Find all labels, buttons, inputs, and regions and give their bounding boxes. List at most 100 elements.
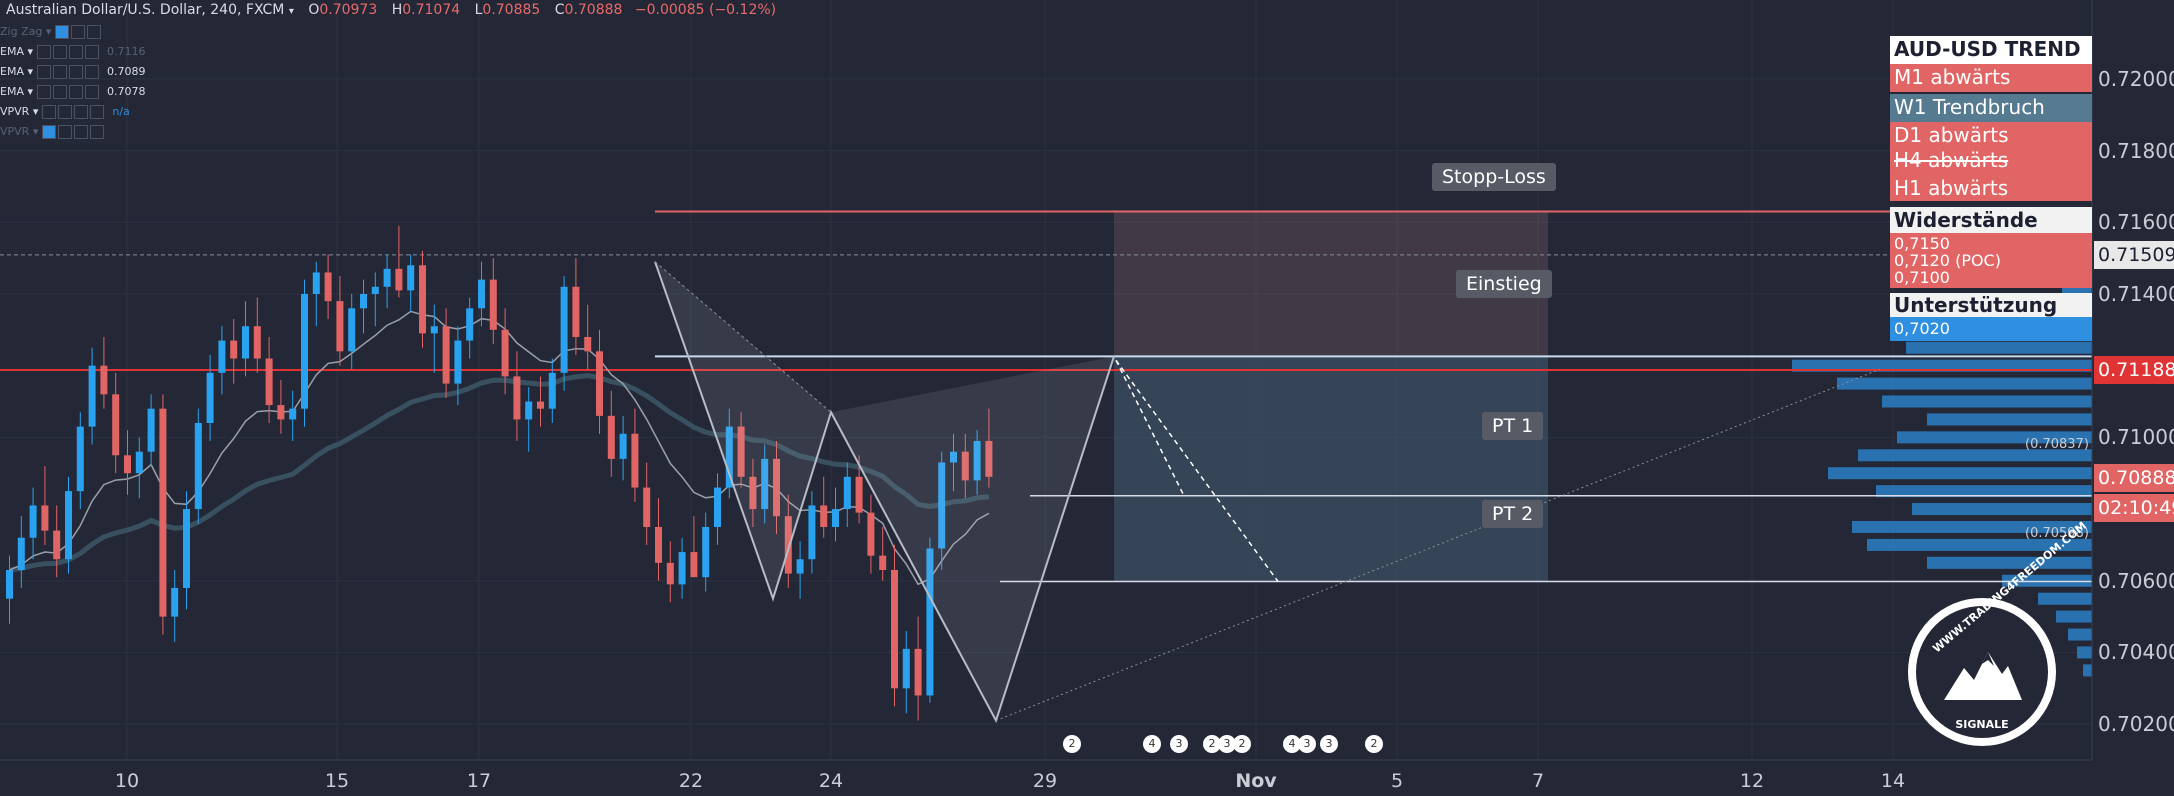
event-badge[interactable]: 2 (1365, 735, 1383, 753)
candle (466, 297, 474, 359)
candle (242, 301, 249, 377)
indicator-value: n/a (112, 105, 130, 118)
candle (584, 304, 592, 370)
volume-profile-bar (1858, 449, 2092, 462)
resistance-level: 0,7120 (POC) (1894, 251, 2001, 270)
candle (478, 261, 485, 327)
indicator-row[interactable]: VPVR ▾ (0, 124, 106, 140)
support-title: Unterstützung (1890, 293, 2092, 317)
event-badge[interactable]: 2 (1203, 735, 1221, 753)
indicator-row[interactable]: EMA ▾ 0.7089 (0, 65, 146, 79)
event-badge[interactable]: 3 (1218, 735, 1236, 753)
candle (395, 225, 403, 298)
event-badge[interactable]: 3 (1298, 735, 1316, 753)
candle (560, 276, 568, 391)
candle (489, 258, 497, 345)
pattern-triangle (831, 356, 1114, 721)
candle (324, 254, 332, 320)
pattern-triangle (655, 261, 831, 599)
event-badge[interactable]: 2 (1063, 735, 1081, 753)
candle (619, 415, 627, 481)
candle (442, 308, 450, 398)
indicator-value: 0.7089 (107, 65, 146, 78)
event-badge[interactable]: 3 (1170, 735, 1188, 753)
price-tag: 0.71509 (2094, 240, 2174, 269)
pt1-level-label: (0.70837) (2025, 437, 2089, 452)
candle (348, 293, 356, 370)
candle (690, 516, 698, 578)
stop-loss-label[interactable]: Stopp-Loss (1432, 163, 1556, 191)
logo-seal (1908, 598, 2056, 746)
candle (596, 329, 603, 434)
time-axis-label: 10 (114, 770, 140, 792)
candle (65, 476, 72, 574)
volume-profile-bar (2038, 592, 2092, 605)
event-badge[interactable]: 2 (1233, 735, 1251, 753)
pattern-zigzag[interactable] (654, 261, 1115, 724)
low-label: L (474, 2, 483, 18)
trend-row-h4-label: H4 abwärts (1894, 148, 2009, 172)
candle (879, 526, 887, 581)
indicator-row[interactable]: Zig Zag ▾ (0, 24, 103, 40)
candles (6, 225, 993, 721)
indicator-name: EMA (0, 45, 24, 58)
support-level: 0,7020 (1890, 317, 2092, 341)
candle (76, 412, 84, 510)
indicator-name: Zig Zag (0, 25, 43, 38)
candle (147, 394, 155, 467)
candle (289, 390, 297, 441)
pt1-label[interactable]: PT 1 (1482, 412, 1544, 440)
pt2-label[interactable]: PT 2 (1482, 500, 1544, 528)
volume-profile-bar (1912, 503, 2092, 516)
chevron-down-icon[interactable]: ▾ (288, 6, 294, 17)
indicator-row[interactable]: EMA ▾ 0.7078 (0, 85, 146, 99)
indicator-value: 0.7078 (107, 85, 146, 98)
entry-label[interactable]: Einstieg (1456, 270, 1552, 298)
volume-profile-bar (2056, 610, 2092, 623)
candle (666, 541, 674, 603)
indicator-row[interactable]: VPVR ▾ n/a (0, 105, 130, 119)
volume-profile-bar (1852, 520, 2092, 533)
price-axis-label: 0.71800 (2098, 138, 2174, 163)
indicator-row[interactable]: EMA ▾ 0.7116 (0, 45, 146, 59)
candle (430, 304, 438, 373)
candle (336, 276, 344, 366)
event-badge[interactable]: 3 (1320, 735, 1338, 753)
ema-slow-line (9, 373, 990, 573)
price-axis-label: 0.70200 (2098, 712, 2174, 737)
event-badge[interactable]: 4 (1143, 735, 1161, 753)
symbol-name[interactable]: Australian Dollar/U.S. Dollar, 240, FXCM (6, 2, 285, 18)
candle (135, 437, 143, 499)
candle (867, 494, 875, 574)
candle (513, 351, 521, 441)
resistance-level: 0,7100 (1894, 268, 1950, 287)
candle (737, 412, 745, 488)
candle (891, 544, 898, 707)
level-lines (0, 210, 2092, 583)
candle (725, 408, 733, 499)
time-axis-label: 14 (1880, 770, 1906, 792)
candle (383, 254, 391, 309)
candle (548, 358, 556, 424)
candle (312, 261, 320, 327)
candle (678, 537, 686, 599)
candle (961, 433, 969, 499)
volume-profile-bar (1897, 431, 2092, 444)
volume-profile-bar (1882, 395, 2092, 408)
candle (41, 466, 49, 545)
candle (17, 516, 25, 588)
pattern-dotted-line (654, 261, 832, 413)
time-axis-label: 17 (466, 770, 492, 792)
candle (454, 326, 462, 406)
close-label: C (554, 2, 565, 18)
event-badge[interactable]: 4 (1283, 735, 1301, 753)
candle (843, 462, 851, 527)
candle (124, 430, 131, 495)
candle (218, 326, 226, 395)
candle (525, 387, 533, 452)
indicator-name: VPVR (0, 125, 30, 138)
time-axis-label: 29 (1032, 770, 1058, 792)
profit-target-zone (1114, 356, 1548, 582)
